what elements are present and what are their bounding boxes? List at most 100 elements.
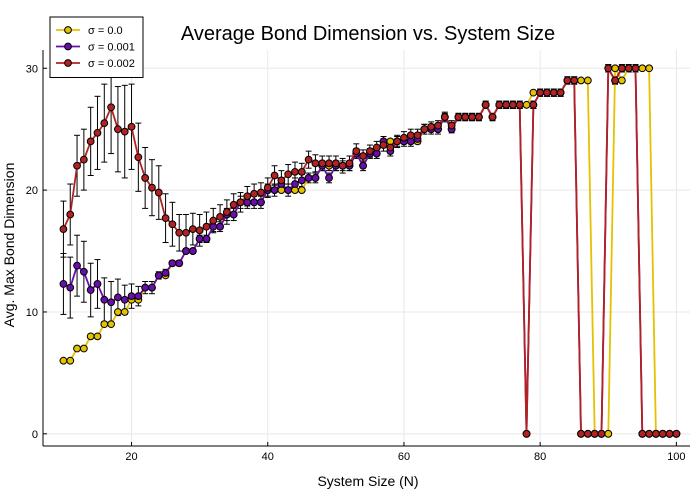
data-point-series-0 [86, 332, 95, 341]
data-point-series-2 [209, 216, 218, 225]
data-point-series-1 [107, 298, 116, 307]
data-point-series-2 [406, 131, 415, 140]
data-point-series-1 [270, 186, 279, 195]
data-point-series-0 [297, 186, 306, 195]
data-point-series-0 [604, 429, 613, 438]
data-point-series-2 [141, 174, 150, 182]
data-point-series-1 [188, 247, 197, 255]
data-point-series-1 [311, 174, 320, 182]
data-point-series-2 [502, 100, 511, 109]
data-point-series-2 [468, 113, 476, 121]
data-point-series-1 [141, 283, 150, 292]
series-line-2 [62, 67, 677, 435]
data-point-series-2 [386, 143, 395, 152]
data-point-series-2 [631, 64, 640, 73]
data-point-series-2 [236, 198, 245, 207]
data-point-series-2 [645, 429, 654, 438]
data-point-series-2 [120, 127, 129, 136]
error-bars [60, 60, 639, 324]
data-point-series-0 [114, 308, 122, 316]
axes: 20 40 60 80 100 0 10 20 30 [26, 50, 690, 463]
data-point-series-2 [529, 100, 538, 109]
data-point-series-2 [270, 171, 279, 180]
legend-marker [64, 59, 72, 67]
data-point-series-2 [154, 188, 163, 197]
data-point-series-0 [522, 100, 531, 109]
legend-label: σ = 0.001 [88, 42, 135, 54]
data-point-series-2 [107, 103, 116, 112]
data-point-series-2 [250, 189, 259, 198]
data-point-series-1 [114, 293, 122, 302]
data-point-series-2 [161, 214, 170, 223]
data-point-series-2 [148, 183, 156, 192]
data-point-series-2 [440, 113, 449, 121]
data-point-series-2 [216, 213, 224, 221]
data-point-series-2 [583, 429, 592, 438]
data-point-series-2 [543, 88, 551, 97]
data-point-series-2 [325, 159, 333, 168]
chart-title: Average Bond Dimension vs. System Size [181, 23, 555, 45]
data-point-series-1 [195, 234, 204, 243]
data-point-series-1 [291, 180, 299, 188]
data-point-series-2 [549, 88, 558, 97]
data-point-series-1 [304, 174, 313, 182]
data-point-series-2 [570, 76, 579, 85]
data-point-series-0 [66, 356, 75, 365]
data-point-series-1 [325, 174, 333, 182]
y-tick-label: 30 [26, 63, 38, 75]
data-point-series-2 [182, 228, 190, 237]
grid-lines [43, 50, 690, 446]
data-point-series-2 [617, 64, 626, 73]
data-point-series-1 [100, 295, 109, 304]
data-point-series-2 [114, 125, 122, 134]
data-point-series-1 [175, 259, 184, 268]
data-point-series-1 [148, 283, 156, 292]
data-point-series-0 [73, 344, 81, 353]
data-point-series-2 [481, 100, 490, 109]
data-point-series-2 [318, 159, 327, 168]
data-point-series-1 [229, 210, 238, 219]
data-point-series-2 [604, 64, 613, 73]
data-point-series-0 [583, 76, 592, 85]
data-point-series-2 [597, 429, 606, 438]
x-tick-label: 80 [534, 451, 546, 463]
legend-label: σ = 0.002 [88, 58, 135, 70]
data-point-series-2 [338, 161, 347, 170]
data-point-series-2 [413, 131, 422, 140]
data-point-series-2 [488, 113, 497, 121]
x-tick-label: 20 [125, 451, 137, 463]
data-point-series-1 [127, 292, 136, 301]
data-point-series-1 [182, 247, 190, 255]
data-point-series-2 [447, 121, 456, 130]
data-point-series-2 [434, 121, 442, 130]
data-point-series-1 [284, 186, 293, 195]
y-tick-label: 0 [32, 429, 38, 441]
data-point-series-2 [611, 76, 619, 85]
data-point-series-1 [216, 222, 224, 231]
data-point-series-2 [366, 147, 374, 156]
data-point-series-0 [59, 356, 68, 365]
data-point-series-2 [284, 170, 293, 179]
data-point-series-2 [577, 429, 585, 438]
data-point-series-2 [345, 159, 354, 168]
data-point-series-2 [222, 208, 231, 216]
legend-marker [64, 26, 72, 34]
data-point-series-2 [461, 113, 470, 121]
data-point-series-0 [529, 88, 538, 97]
data-point-series-2 [515, 100, 524, 109]
data-point-series-1 [73, 261, 81, 270]
data-point-series-2 [352, 147, 361, 156]
data-point-series-1 [168, 259, 177, 268]
data-point-series-2 [420, 125, 429, 134]
data-point-series-2 [665, 429, 674, 438]
data-point-series-2 [427, 122, 436, 131]
series-lines [59, 64, 681, 438]
data-point-series-2 [168, 220, 177, 229]
series-line-1 [62, 67, 677, 435]
data-point-series-0 [79, 344, 88, 353]
data-point-series-1 [134, 292, 143, 301]
data-point-series-2 [379, 141, 388, 149]
data-point-series-2 [79, 155, 88, 164]
y-tick-label: 20 [26, 185, 38, 197]
